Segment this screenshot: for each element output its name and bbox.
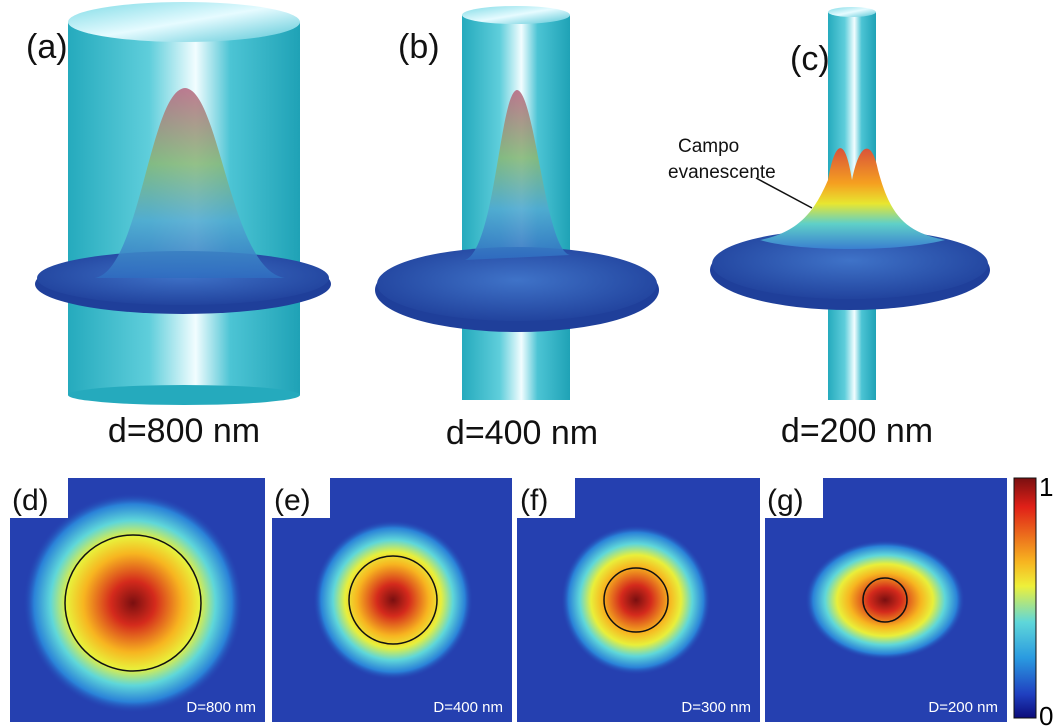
- fiber-c: [710, 7, 990, 400]
- colorbar-min: 0: [1039, 701, 1053, 727]
- fiber-a: [35, 2, 331, 405]
- map-caption: D=300 nm: [681, 699, 751, 716]
- colorbar: [1014, 478, 1036, 718]
- map-label: (f): [520, 484, 548, 517]
- map-caption: D=400 nm: [433, 699, 503, 716]
- annotation: Campo: [678, 136, 739, 157]
- panel-caption: d=800 nm: [108, 412, 260, 450]
- colorbar-max: 1: [1039, 472, 1053, 502]
- annotation-pointer: [756, 178, 812, 208]
- panel-caption: d=200 nm: [781, 412, 933, 450]
- panel-caption: d=400 nm: [446, 414, 598, 452]
- map-label: (d): [12, 484, 49, 517]
- map-caption: D=800 nm: [186, 699, 256, 716]
- map-label: (g): [767, 484, 804, 517]
- panel-label: (b): [398, 28, 440, 66]
- panel-label: (a): [26, 28, 68, 66]
- figure: (a) d=800 nm (b) d=400 nm (c) d=200 nm C…: [0, 0, 1054, 727]
- map-caption: D=200 nm: [928, 699, 998, 716]
- map-label: (e): [274, 484, 311, 517]
- field-map: [517, 478, 760, 722]
- panel-label: (c): [790, 40, 830, 78]
